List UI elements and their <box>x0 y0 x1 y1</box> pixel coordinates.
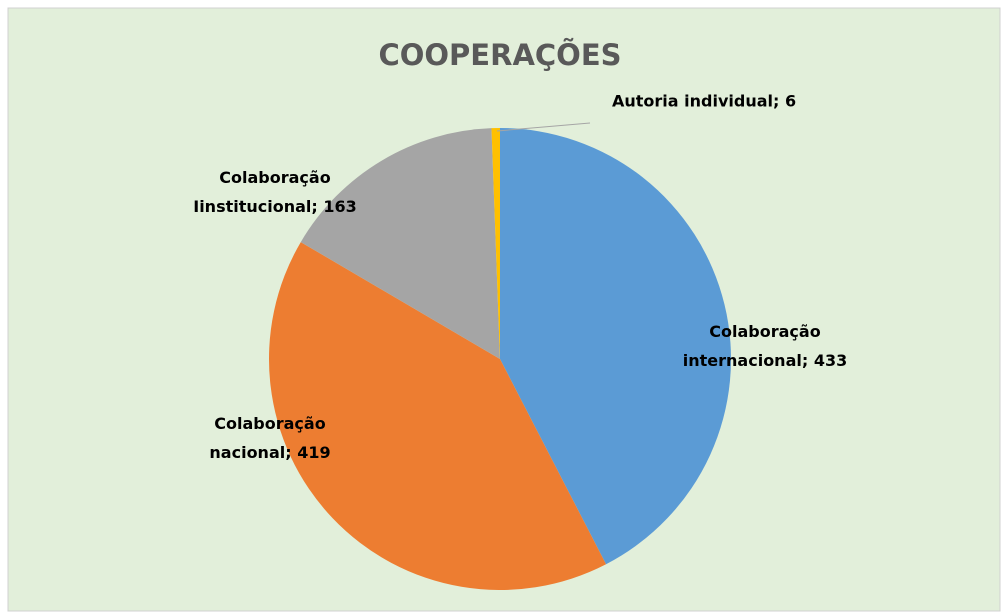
pie-slice <box>300 128 500 359</box>
chart-title: COOPERAÇÕES <box>378 38 621 72</box>
pie-slice <box>269 242 607 590</box>
pie-slice <box>491 128 500 359</box>
data-label: Colaboração Iinstitucional; 163 <box>193 168 357 216</box>
data-label: Colaboração internacional; 433 <box>683 322 847 370</box>
leader-line <box>496 122 591 132</box>
data-label: Autoria individual; 6 <box>612 92 796 111</box>
data-label: Colaboração nacional; 419 <box>209 414 330 462</box>
pie <box>269 128 731 590</box>
pie-slice <box>500 128 731 565</box>
